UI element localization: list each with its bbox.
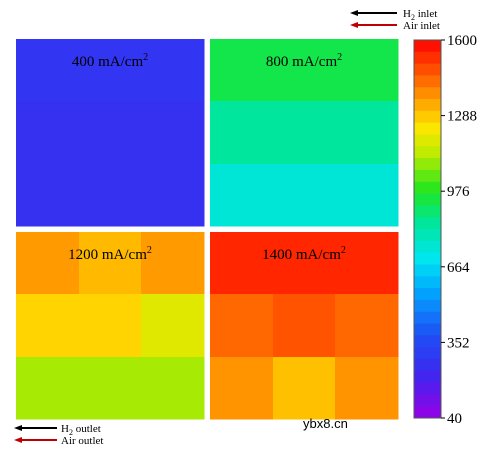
colorbar-frame bbox=[413, 39, 442, 419]
colorbar-segment bbox=[414, 288, 441, 301]
colorbar-segment bbox=[414, 146, 441, 159]
heatmap-cell bbox=[141, 164, 205, 227]
colorbar-segment bbox=[414, 169, 441, 183]
heatmap-cell bbox=[16, 232, 80, 295]
colorbar-segment bbox=[414, 40, 441, 53]
colorbar-segment bbox=[414, 347, 441, 360]
colorbar-segment bbox=[414, 311, 441, 324]
heatmap-cell bbox=[335, 164, 399, 227]
heatmap-cell bbox=[141, 232, 205, 295]
colorbar-segment bbox=[414, 276, 441, 289]
heatmap-cell bbox=[79, 357, 142, 420]
heatmap-cell bbox=[210, 357, 274, 420]
heatmap-cell bbox=[79, 39, 142, 102]
heatmap-cell bbox=[210, 294, 274, 358]
heatmap-cell bbox=[335, 294, 399, 358]
panel-label: 1200 mA/cm2 bbox=[68, 245, 152, 263]
heatmap-cell bbox=[79, 101, 142, 165]
colorbar-segment bbox=[414, 394, 441, 407]
colorbar-segment bbox=[414, 87, 441, 100]
legend-label: Air inlet bbox=[403, 20, 440, 32]
heatmap-cell bbox=[210, 101, 274, 165]
colorbar-segment bbox=[414, 122, 441, 135]
heatmap-cell bbox=[210, 232, 274, 295]
colorbar-segment bbox=[414, 370, 441, 383]
colorbar-tick-label: 40 bbox=[447, 411, 462, 427]
heatmap-cell bbox=[16, 39, 80, 102]
colorbar-segment bbox=[414, 51, 441, 65]
heatmap-cell bbox=[16, 101, 80, 165]
heatmap-cell bbox=[141, 101, 205, 165]
heatmap-cell bbox=[273, 232, 336, 295]
panel-label: 1400 mA/cm2 bbox=[262, 245, 346, 263]
heatmap-cell bbox=[16, 294, 80, 358]
panel-1: 400 mA/cm2 bbox=[16, 39, 205, 227]
heatmap-cell bbox=[79, 294, 142, 358]
panel-3: 1200 mA/cm2 bbox=[16, 232, 205, 420]
heatmap-cell bbox=[335, 357, 399, 420]
colorbar-segment bbox=[414, 63, 441, 76]
panel-label: 800 mA/cm2 bbox=[266, 52, 342, 70]
colorbar-segment bbox=[414, 264, 441, 277]
heatmap-panels: 400 mA/cm2 800 mA/cm2 1200 mA/cm2 1400 mA/c… bbox=[16, 39, 399, 420]
heatmap-cell bbox=[273, 39, 336, 102]
heatmap-cell bbox=[79, 164, 142, 227]
colorbar-segment bbox=[414, 193, 441, 206]
colorbar-segment bbox=[414, 134, 441, 147]
colorbar-segment bbox=[414, 335, 441, 348]
heatmap-cell bbox=[273, 101, 336, 165]
colorbar-tick-label: 976 bbox=[447, 184, 470, 200]
colorbar-segment bbox=[414, 358, 441, 372]
colorbar-segment bbox=[414, 205, 441, 218]
colorbar-segment bbox=[414, 99, 441, 112]
heatmap-cell bbox=[79, 232, 142, 295]
panel-label: 400 mA/cm2 bbox=[72, 52, 148, 70]
colorbar: 1600 1288 976 664 352 40 bbox=[413, 33, 477, 427]
heatmap-cell bbox=[335, 101, 399, 165]
legend-label: H2 outlet bbox=[61, 423, 101, 437]
legend-arrow-icon bbox=[14, 437, 22, 443]
heatmap-cell bbox=[16, 164, 80, 227]
heatmap-cell bbox=[210, 39, 274, 102]
colorbar-segment bbox=[414, 217, 441, 230]
heatmap-cell bbox=[141, 39, 205, 102]
colorbar-tick-label: 352 bbox=[447, 335, 470, 351]
heatmap-cell bbox=[141, 294, 205, 358]
colorbar-segment bbox=[414, 158, 441, 171]
colorbar-segment bbox=[414, 229, 441, 242]
colorbar-segment bbox=[414, 110, 441, 124]
panel-4: 1400 mA/cm2 bbox=[210, 232, 399, 420]
legend-label: H2 inlet bbox=[403, 8, 437, 22]
panel-2: 800 mA/cm2 bbox=[210, 39, 399, 227]
colorbar-tick-label: 1600 bbox=[447, 33, 477, 49]
colorbar-tick-label: 664 bbox=[447, 260, 470, 276]
watermark-text: ybx8.cn bbox=[303, 416, 348, 431]
heatmap-cell bbox=[273, 294, 336, 358]
colorbar-segment bbox=[414, 252, 441, 265]
legend-label: Air outlet bbox=[61, 435, 103, 447]
colorbar-segment bbox=[414, 75, 441, 88]
heatmap-cell bbox=[335, 39, 399, 102]
colorbar-tick-label: 1288 bbox=[447, 109, 477, 125]
colorbar-segment bbox=[414, 323, 441, 336]
heatmap-cell bbox=[141, 357, 205, 420]
legend-arrow-icon bbox=[350, 10, 358, 16]
colorbar-segment bbox=[414, 299, 441, 313]
heatmap-cell bbox=[210, 164, 274, 227]
colorbar-segment bbox=[414, 382, 441, 395]
colorbar-segment bbox=[414, 240, 441, 254]
heatmap-cell bbox=[273, 357, 336, 420]
heatmap-cell bbox=[335, 232, 399, 295]
colorbar-segment bbox=[414, 406, 441, 419]
legend-arrow-icon bbox=[350, 22, 358, 28]
heatmap-cell bbox=[273, 164, 336, 227]
legend-arrow-icon bbox=[14, 425, 22, 431]
heatmap-cell bbox=[16, 357, 80, 420]
colorbar-segment bbox=[414, 181, 441, 194]
